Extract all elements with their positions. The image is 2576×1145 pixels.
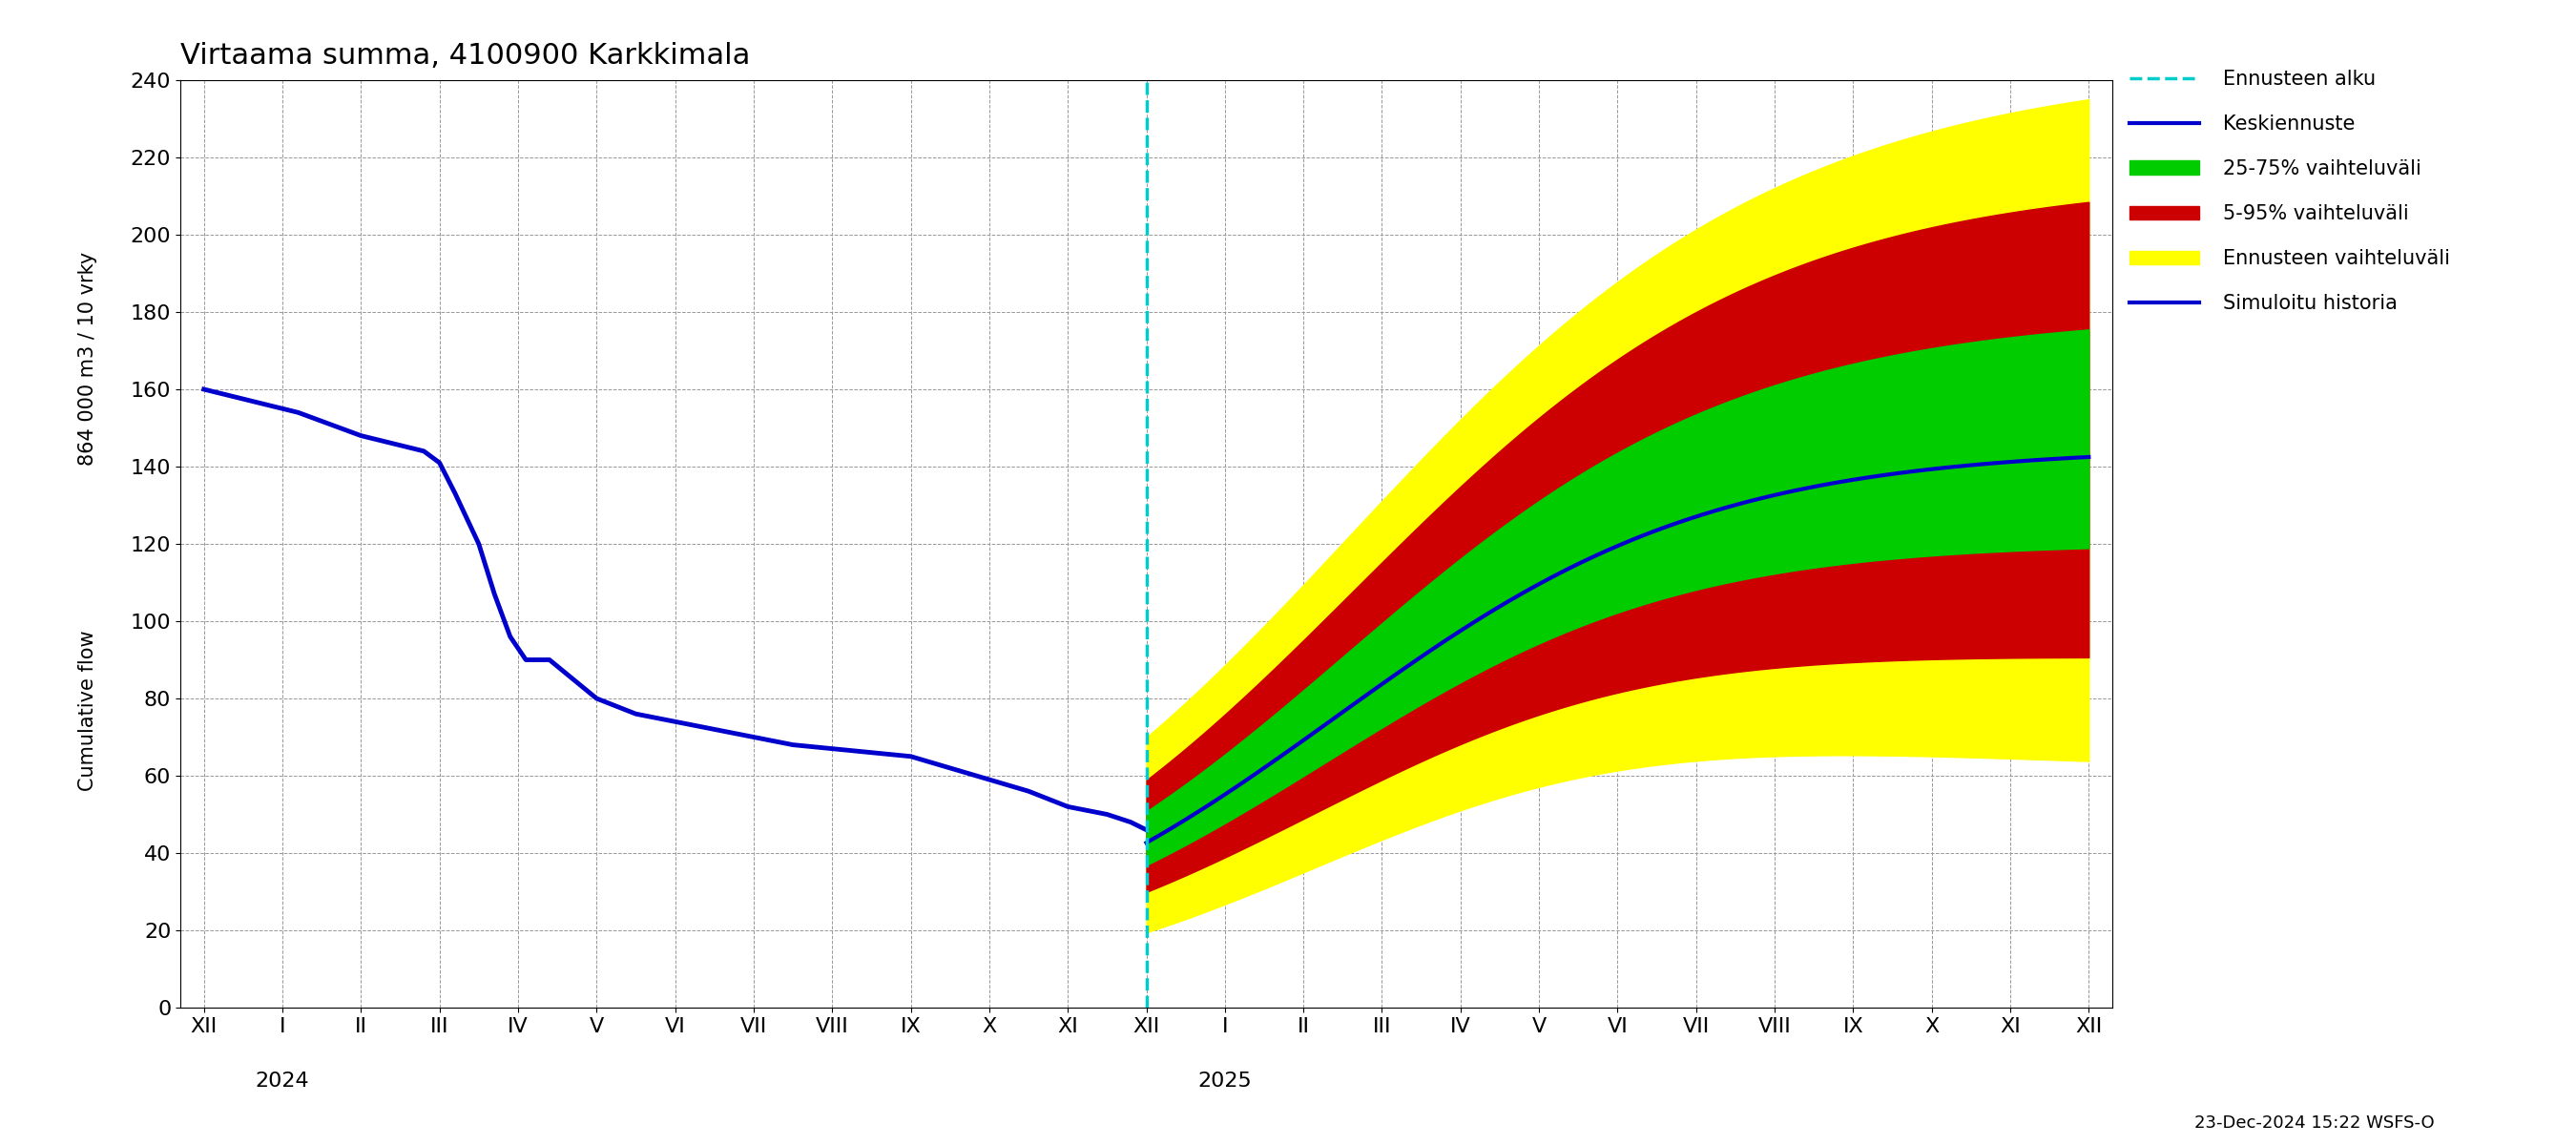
Text: Cumulative flow: Cumulative flow xyxy=(77,631,98,791)
Text: Virtaama summa, 4100900 Karkkimala: Virtaama summa, 4100900 Karkkimala xyxy=(180,42,750,70)
Legend: Ennusteen alku, Keskiennuste, 25-75% vaihteluväli, 5-95% vaihteluväli, Ennusteen: Ennusteen alku, Keskiennuste, 25-75% vai… xyxy=(2123,62,2458,322)
Text: 2025: 2025 xyxy=(1198,1072,1252,1090)
Text: 23-Dec-2024 15:22 WSFS-O: 23-Dec-2024 15:22 WSFS-O xyxy=(2195,1114,2434,1131)
Text: 2024: 2024 xyxy=(255,1072,309,1090)
Text: 864 000 m3 / 10 vrky: 864 000 m3 / 10 vrky xyxy=(77,252,98,465)
